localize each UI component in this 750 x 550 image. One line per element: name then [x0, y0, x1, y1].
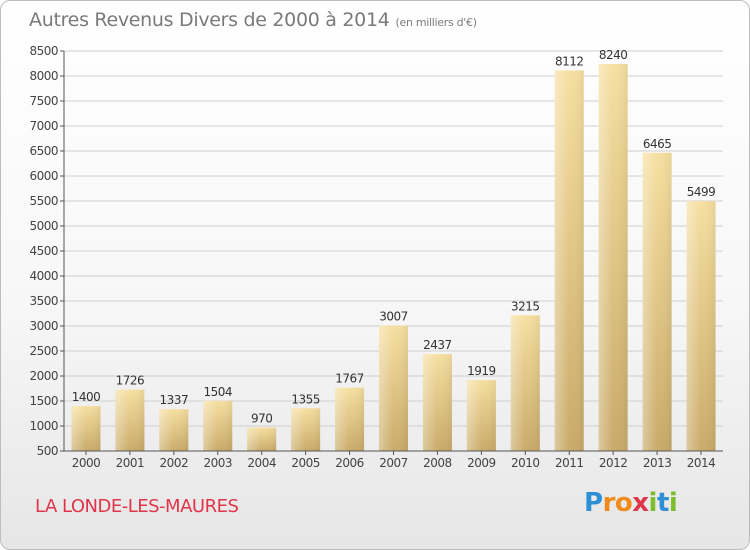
bar-highlight	[247, 427, 277, 451]
x-tick-label: 2003	[203, 456, 232, 470]
x-tick-label: 2012	[599, 456, 628, 470]
bar-highlight	[598, 64, 628, 451]
x-tick-label: 2005	[291, 456, 320, 470]
data-label: 1726	[116, 374, 145, 388]
x-tick-label: 2001	[116, 456, 145, 470]
data-label: 8112	[555, 54, 584, 68]
logo-letter: r	[602, 488, 616, 518]
data-label: 2437	[423, 338, 452, 352]
y-tick-label: 4000	[29, 269, 58, 283]
x-tick-label: 2006	[335, 456, 364, 470]
data-label: 6465	[643, 137, 672, 151]
bar-highlight	[554, 70, 584, 452]
data-label: 3215	[511, 299, 540, 313]
y-tick-label: 4500	[29, 244, 58, 258]
data-label: 1355	[291, 392, 320, 406]
bar-highlight	[71, 406, 101, 451]
y-tick-label: 500	[37, 444, 58, 458]
logo-letter: i	[648, 488, 658, 518]
y-tick-label: 3500	[29, 294, 58, 308]
y-tick-label: 1500	[29, 394, 58, 408]
y-tick-label: 7500	[29, 94, 58, 108]
bar-highlight	[466, 380, 496, 451]
bar-highlight	[291, 408, 321, 451]
data-label: 5499	[687, 185, 716, 199]
x-tick-label: 2000	[72, 456, 101, 470]
bar-highlight	[379, 325, 408, 451]
logo-letter: t	[656, 488, 669, 518]
logo-letter: P	[584, 488, 603, 518]
bar-highlight	[159, 409, 189, 451]
y-tick-label: 3000	[29, 319, 58, 333]
data-label: 1400	[72, 390, 101, 404]
data-label: 1337	[160, 393, 189, 407]
y-tick-label: 2000	[29, 369, 58, 383]
y-tick-label: 1000	[29, 419, 58, 433]
bar-highlight	[335, 387, 365, 451]
x-tick-label: 2011	[555, 456, 584, 470]
x-tick-label: 2009	[467, 456, 496, 470]
bar-highlight	[115, 389, 145, 451]
x-tick-label: 2013	[643, 456, 672, 470]
logo-letter: x	[632, 488, 649, 518]
x-tick-label: 2004	[247, 456, 276, 470]
data-label: 1919	[467, 364, 496, 378]
chart-title-text: Autres Revenus Divers de 2000 à 2014	[29, 9, 390, 31]
data-label: 1504	[203, 385, 232, 399]
y-tick-label: 8500	[29, 44, 58, 58]
x-tick-label: 2007	[379, 456, 408, 470]
y-tick-label: 5000	[29, 219, 58, 233]
y-tick-label: 6500	[29, 144, 58, 158]
data-label: 1767	[335, 372, 364, 386]
x-tick-label: 2002	[160, 456, 189, 470]
bar-highlight	[203, 400, 233, 451]
proxiti-logo: Proxiti	[584, 488, 678, 518]
x-tick-label: 2008	[423, 456, 452, 470]
town-name: LA LONDE-LES-MAURES	[35, 496, 239, 517]
y-tick-label: 2500	[29, 344, 58, 358]
data-label: 8240	[599, 48, 628, 62]
bar-highlight	[422, 354, 452, 451]
x-tick-label: 2010	[511, 456, 540, 470]
bar-highlight	[686, 201, 716, 451]
y-tick-label: 8000	[29, 69, 58, 83]
bar-highlight	[510, 315, 540, 451]
data-label: 970	[251, 412, 272, 426]
data-label: 3007	[379, 310, 408, 324]
y-tick-label: 5500	[29, 194, 58, 208]
bar-highlight	[642, 152, 672, 451]
chart-title: Autres Revenus Divers de 2000 à 2014 (en …	[29, 9, 477, 31]
y-tick-label: 7000	[29, 119, 58, 133]
x-tick-label: 2014	[687, 456, 716, 470]
logo-letter: i	[668, 488, 678, 518]
logo-letter: o	[614, 488, 633, 518]
chart-unit: (en milliers d'€)	[395, 16, 477, 29]
y-tick-label: 6000	[29, 169, 58, 183]
